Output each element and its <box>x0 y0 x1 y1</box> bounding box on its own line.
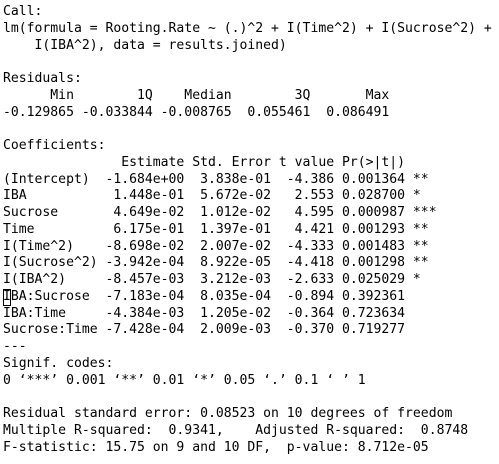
blank-line <box>3 389 499 406</box>
coefficient-row-time-squared: I(Time^2) -8.698e-02 2.007e-02 -4.333 0.… <box>3 238 437 254</box>
f-statistic-line: F-statistic: 15.75 on 9 and 10 DF, p-val… <box>3 439 429 455</box>
blank-line <box>3 121 499 138</box>
call-header: Call: <box>3 4 43 19</box>
residuals-header: Residuals: <box>3 71 82 86</box>
call-formula-line-2: I(IBA^2), data = results.joined) <box>3 37 287 53</box>
coefficient-row-intercept: (Intercept) -1.684e+00 3.838e-01 -4.386 … <box>3 171 437 187</box>
coefficient-row-iba: IBA 1.448e-01 5.672e-02 2.553 0.028700 * <box>3 188 437 204</box>
separator-line: --- <box>3 339 27 354</box>
coefficient-row-iba-sucrose: IBA:Sucrose -7.183e-04 8.035e-04 -0.894 … <box>3 288 499 306</box>
signif-codes-header: Signif. codes: <box>3 355 130 371</box>
coefficients-column-headers: Estimate Std. Error t value Pr(>|t|) <box>3 154 437 170</box>
call-formula-line-1: lm(formula = Rooting.Rate ~ (.)^2 + I(Ti… <box>3 20 492 36</box>
text-cursor: I <box>3 288 11 306</box>
coefficient-row-iba-time: IBA:Time -4.384e-03 1.205e-02 -0.364 0.7… <box>3 305 437 321</box>
coefficients-header: Coefficients: <box>3 138 106 153</box>
coefficient-row-sucrose-time: Sucrose:Time -7.428e-04 2.009e-03 -0.370… <box>3 322 437 338</box>
coefficient-row-sucrose: Sucrose 4.649e-02 1.012e-02 4.595 0.0009… <box>3 205 437 220</box>
residuals-quantile-labels: Min 1Q Median 3Q Max <box>3 87 398 103</box>
coefficient-row-time: Time 6.175e-01 1.397e-01 4.421 0.001293 … <box>3 221 437 237</box>
signif-codes-legend: 0 ‘***’ 0.001 ‘**’ 0.01 ‘*’ 0.05 ‘.’ 0.1… <box>3 372 366 388</box>
coefficient-row-sucrose-squared: I(Sucrose^2) -3.942e-04 8.922e-05 -4.418… <box>3 255 437 271</box>
coefficient-row-iba-squared: I(IBA^2) -8.457e-03 3.212e-03 -2.633 0.0… <box>3 272 437 287</box>
r-squared-line: Multiple R-squared: 0.9341, Adjusted R-s… <box>3 422 476 438</box>
coefficient-row-iba-sucrose-text: BA:Sucrose -7.183e-04 8.035e-04 -0.894 0… <box>10 288 437 304</box>
blank-line <box>3 54 499 71</box>
residual-standard-error: Residual standard error: 0.08523 on 10 d… <box>3 406 453 421</box>
residuals-quantile-values: -0.129865 -0.033844 -0.008765 0.055461 0… <box>3 104 398 120</box>
